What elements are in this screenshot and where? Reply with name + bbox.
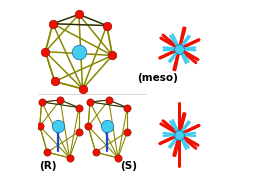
Point — [53, 80, 57, 83]
Point — [77, 106, 81, 109]
Point — [80, 87, 85, 90]
Point — [105, 125, 109, 128]
Point — [116, 156, 120, 159]
Point — [94, 151, 98, 154]
Point — [58, 99, 62, 102]
Point — [77, 130, 81, 133]
Point — [51, 22, 55, 25]
Point — [38, 125, 42, 128]
Point — [40, 100, 44, 103]
Text: (S): (S) — [120, 161, 137, 171]
Point — [67, 156, 72, 159]
Point — [177, 133, 182, 136]
Point — [43, 50, 47, 53]
Point — [125, 130, 129, 133]
Point — [77, 13, 81, 16]
Point — [105, 24, 109, 27]
Point — [177, 47, 182, 50]
Point — [56, 125, 61, 128]
Point — [107, 99, 111, 102]
Point — [45, 151, 49, 154]
Point — [86, 125, 90, 128]
Text: (R): (R) — [39, 161, 56, 171]
Point — [110, 54, 114, 57]
Point — [125, 106, 129, 109]
Text: (meso): (meso) — [138, 73, 178, 83]
Point — [77, 50, 81, 53]
Point — [88, 100, 92, 103]
